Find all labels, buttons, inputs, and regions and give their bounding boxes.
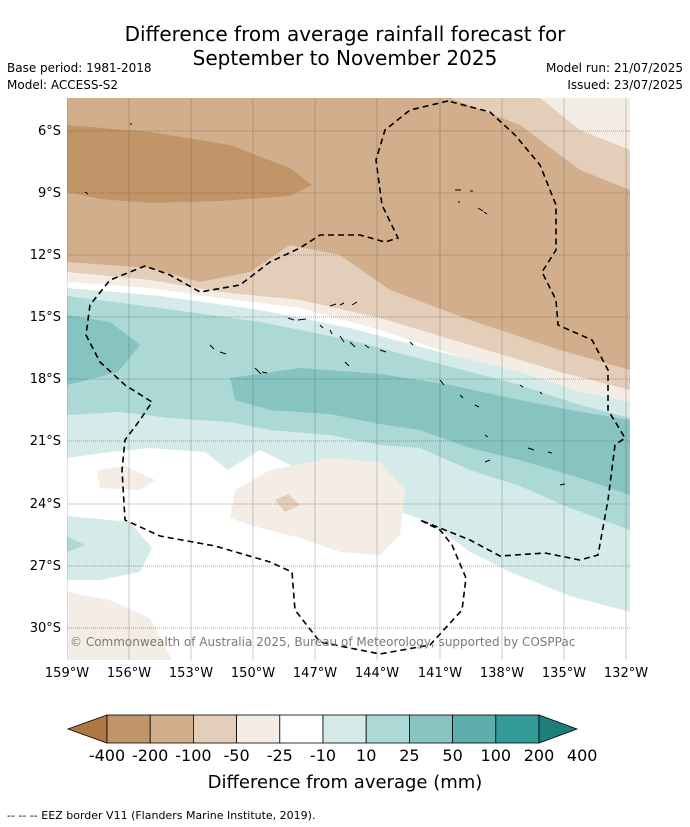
lon-label-156w: 156°W [106,666,152,681]
issued-label: Issued: 23/07/2025 [567,78,683,92]
lon-label-144w: 144°W [354,666,400,681]
lat-label-30s: 30°S [29,621,61,636]
colorbar-title: Difference from average (mm) [207,772,483,793]
wet-band-center [230,368,630,495]
dry-light-patch-south [275,494,300,512]
colorbar-swatch [365,714,410,744]
colorbar-label: 50 [442,746,463,765]
dry-faint-patch-west [97,466,155,490]
colorbar-swatch [495,714,540,744]
colorbar-swatch [236,714,281,744]
colorbar-label: 25 [399,746,420,765]
gridlines [67,98,630,660]
wet-band-west [67,315,140,385]
lon-label-150w: 150°W [230,666,276,681]
colorbar-arrow-low [66,714,108,744]
copyright-label: © Commonwealth of Australia 2025, Bureau… [70,635,575,649]
meta-left: Base period: 1981-2018 Model: ACCESS-S2 [7,60,152,94]
colorbar-label: 400 [566,746,598,765]
colorbar-label: -25 [266,746,293,765]
wet-light-southwest [67,536,85,552]
colorbar-arrow-high [538,714,579,744]
lon-label-138w: 138°W [479,666,525,681]
colorbar-swatches [66,714,579,744]
colorbar-label: 100 [480,746,512,765]
lon-label-141w: 141°W [417,666,463,681]
lon-label-135w: 135°W [541,666,587,681]
lon-label-132w: 132°W [603,666,649,681]
lon-label-153w: 153°W [168,666,214,681]
colorbar-label: 200 [523,746,555,765]
model-run-label: Model run: 21/07/2025 [545,61,683,75]
lon-label-159w: 159°W [44,666,90,681]
map-title: Difference from average rainfall forecas… [0,22,690,70]
map-title-line1: Difference from average rainfall forecas… [124,22,566,46]
dry-strong-patch [67,125,312,203]
lon-label-147w: 147°W [292,666,338,681]
colorbar-label: -100 [175,746,212,765]
meta-right: Model run: 21/07/2025 Issued: 23/07/2025 [546,60,683,94]
colorbar-label: -10 [309,746,337,765]
colorbar-label: -200 [132,746,169,765]
lat-label-27s: 27°S [29,559,61,574]
colorbar-swatch [192,714,237,744]
lat-label-15s: 15°S [29,310,61,325]
colorbar-label: -50 [223,746,250,765]
rainfall-map: © Commonwealth of Australia 2025, Bureau… [67,98,630,660]
colorbar-swatch [452,714,497,744]
dry-faint-patch-southwest [67,592,172,660]
island-coastlines [84,123,566,486]
base-period-label: Base period: 1981-2018 [7,61,152,75]
colorbar-swatch [106,714,151,744]
colorbar-label: 10 [356,746,377,765]
colorbar-swatch [322,714,367,744]
eez-footnote: -- -- -- EEZ border V11 (Flanders Marine… [7,809,316,822]
lat-label-9s: 9°S [37,186,61,201]
dry-faint-patch-south [230,458,405,555]
colorbar-swatch [279,714,324,744]
lat-label-24s: 24°S [29,497,61,512]
lat-label-18s: 18°S [29,372,61,387]
wet-faint-southwest [67,516,152,580]
colorbar-swatch [149,714,194,744]
eez-border-main [85,100,627,655]
lat-label-12s: 12°S [29,248,61,263]
map-title-line2: September to November 2025 [192,46,498,70]
colorbar-swatch [408,714,453,744]
colorbar-label: -400 [88,746,126,765]
lat-label-21s: 21°S [29,434,61,449]
lat-label-6s: 6°S [37,124,61,139]
model-label: Model: ACCESS-S2 [7,78,119,92]
